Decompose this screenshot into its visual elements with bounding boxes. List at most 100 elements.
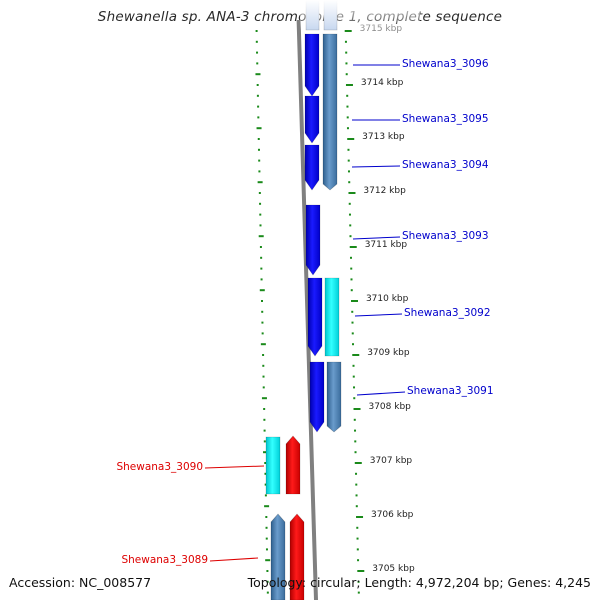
left-tick-mark xyxy=(264,462,267,464)
gene-label-leader xyxy=(352,236,401,240)
right-tick-mark xyxy=(345,84,353,86)
tick-label: 3713 kbp xyxy=(362,132,405,142)
left-tick-mark xyxy=(259,289,265,292)
left-tick-mark xyxy=(258,192,261,194)
left-tick-mark xyxy=(258,170,261,173)
left-tick-mark xyxy=(257,116,260,119)
right-tick-mark xyxy=(355,494,358,497)
gene-label-leader xyxy=(204,465,265,469)
gene-label[interactable]: Shewana3_3092 xyxy=(404,307,491,319)
right-tick-mark xyxy=(351,332,354,335)
tick-label: 3710 kbp xyxy=(366,294,409,304)
right-tick-mark xyxy=(346,116,349,119)
right-tick-mark xyxy=(346,94,349,97)
left-tick-mark xyxy=(260,267,263,270)
left-tick-mark xyxy=(255,30,258,32)
left-tick-mark xyxy=(255,73,261,76)
right-tick-mark xyxy=(352,343,355,346)
left-tick-mark xyxy=(255,40,258,43)
feature-track xyxy=(265,0,342,600)
right-tick-mark xyxy=(347,159,350,162)
left-tick-mark xyxy=(260,278,263,281)
right-tick-mark xyxy=(348,192,356,194)
left-tick-mark xyxy=(263,418,266,421)
right-tick-mark xyxy=(356,526,359,529)
topology-summary: Topology: circular; Length: 4,972,204 bp… xyxy=(247,575,591,590)
right-tick-mark xyxy=(354,462,362,464)
rna-feature xyxy=(265,436,281,495)
right-tick-mark xyxy=(350,278,353,281)
gene-label[interactable]: Shewana3_3096 xyxy=(402,58,489,70)
left-tick-mark xyxy=(265,516,268,518)
right-tick-mark xyxy=(348,213,351,216)
gene-label[interactable]: Shewana3_3090 xyxy=(116,461,203,473)
right-tick-mark xyxy=(349,224,352,227)
right-tick-mark xyxy=(345,73,348,76)
left-tick-mark xyxy=(266,570,269,572)
gene-label-leader xyxy=(356,391,406,396)
reverse-gene-feature xyxy=(270,513,286,600)
left-tick-mark xyxy=(264,505,270,508)
backbone-line xyxy=(296,19,318,600)
left-tick-mark xyxy=(260,343,266,346)
gene-feature xyxy=(322,33,338,191)
chromosome-backbone xyxy=(296,19,318,600)
right-tick-mark xyxy=(350,267,353,270)
right-tick-mark xyxy=(345,51,348,54)
gene-label[interactable]: Shewana3_3091 xyxy=(407,385,494,397)
left-tick-mark xyxy=(260,256,263,259)
left-tick-mark xyxy=(263,440,266,443)
left-tick-mark xyxy=(259,246,262,248)
left-tick-mark xyxy=(257,138,260,140)
right-tick-mark xyxy=(352,354,360,356)
gene-feature xyxy=(326,361,342,433)
left-tick-mark xyxy=(266,591,269,594)
gene-label[interactable]: Shewana3_3089 xyxy=(121,554,208,566)
right-tick-mark xyxy=(354,429,357,432)
right-tick-mark xyxy=(355,483,358,486)
left-tick-mark xyxy=(264,472,267,475)
gene-label[interactable]: Shewana3_3093 xyxy=(402,230,489,242)
rna-feature xyxy=(324,277,340,357)
right-tick-mark xyxy=(355,472,358,475)
reverse-cds-feature xyxy=(285,435,301,495)
left-tick-mark xyxy=(265,526,268,529)
left-tick-mark xyxy=(261,310,264,313)
tick-label: 3705 kbp xyxy=(372,564,415,574)
gene-label[interactable]: Shewana3_3094 xyxy=(402,159,489,171)
right-tick-mark xyxy=(348,181,351,184)
left-tick-mark xyxy=(264,483,267,486)
left-tick-ring xyxy=(255,30,271,594)
left-tick-mark xyxy=(256,94,259,97)
right-tick-mark xyxy=(349,246,357,248)
left-tick-mark xyxy=(257,105,260,108)
right-tick-mark xyxy=(346,105,349,108)
top-fade xyxy=(300,0,420,30)
left-tick-mark xyxy=(256,127,262,130)
gene-label[interactable]: Shewana3_3095 xyxy=(402,113,489,125)
right-tick-mark xyxy=(352,375,355,378)
right-tick-mark xyxy=(353,418,356,421)
right-tick-mark xyxy=(352,364,355,367)
left-tick-mark xyxy=(259,213,262,216)
right-tick-mark xyxy=(353,386,356,389)
left-tick-mark xyxy=(264,494,267,497)
gene-label-leader xyxy=(209,557,259,562)
left-tick-mark xyxy=(265,548,268,551)
right-tick-mark xyxy=(349,256,352,259)
right-tick-mark xyxy=(357,559,360,562)
cds-feature xyxy=(305,204,321,276)
right-tick-mark xyxy=(345,62,348,65)
right-tick-mark xyxy=(356,548,359,551)
right-tick-mark xyxy=(357,570,365,572)
tick-label: 3714 kbp xyxy=(361,78,404,88)
right-tick-mark xyxy=(347,170,350,173)
left-tick-mark xyxy=(261,300,263,302)
right-tick-mark xyxy=(355,505,358,508)
right-tick-mark xyxy=(346,127,349,130)
tick-label: 3712 kbp xyxy=(363,186,406,196)
right-tick-mark xyxy=(353,397,356,400)
left-tick-mark xyxy=(262,354,265,356)
right-tick-mark xyxy=(357,591,360,594)
